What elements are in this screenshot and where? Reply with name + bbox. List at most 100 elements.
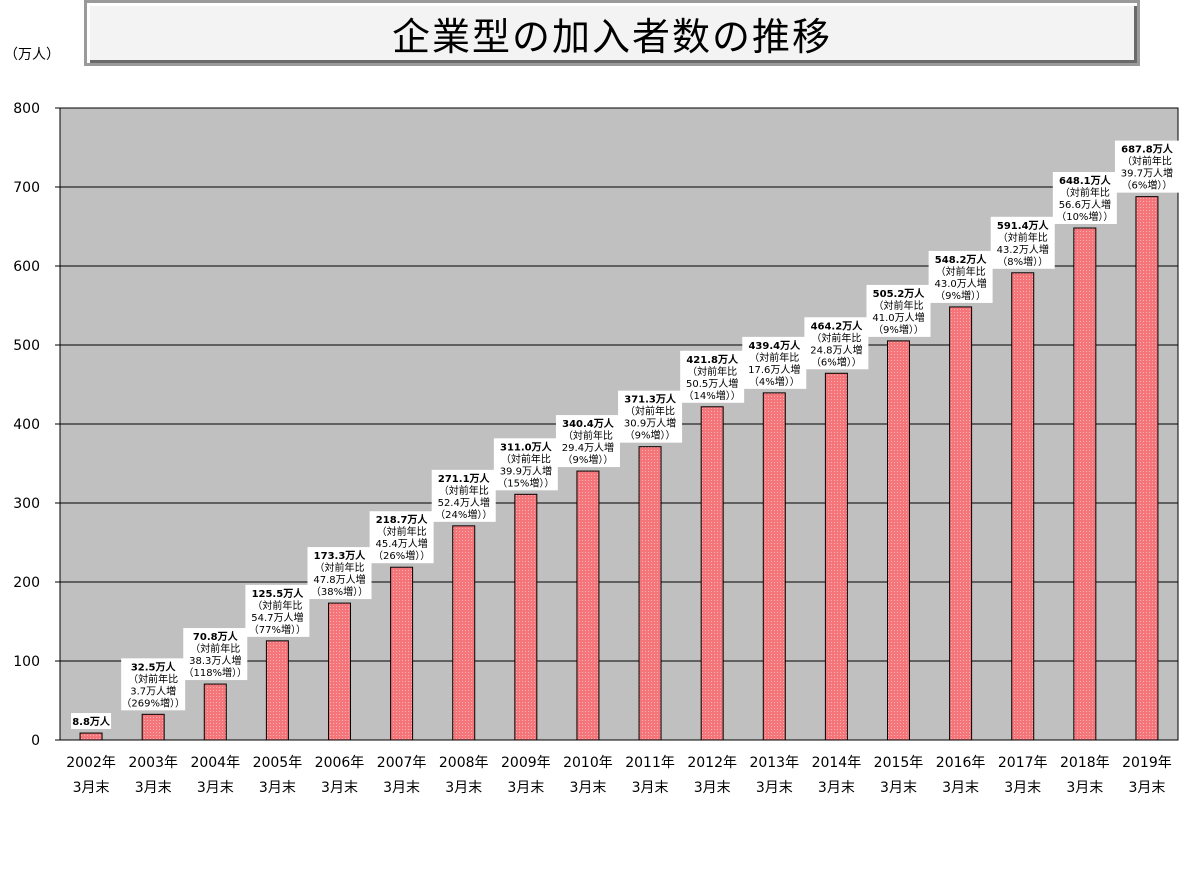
x-tick-label-month: 3月末: [1128, 780, 1165, 796]
x-tick-label-year: 2015年: [874, 755, 924, 771]
data-label: 39.7万人増: [1121, 167, 1173, 180]
y-tick-label: 200: [13, 575, 40, 591]
data-label-box: [618, 390, 683, 443]
data-label-box: [1114, 140, 1179, 193]
data-label: （10%増））: [1056, 210, 1113, 223]
x-tick-label-month: 3月末: [197, 780, 234, 796]
bar: [949, 306, 973, 741]
data-label: （対前年比: [811, 331, 861, 344]
data-label: （9%増））: [625, 429, 676, 442]
x-tick-label-month: 3月末: [569, 780, 606, 796]
data-label: （対前年比: [687, 365, 737, 378]
data-label: 56.6万人増: [1059, 198, 1111, 211]
data-label: （6%増））: [1122, 179, 1173, 192]
x-tick-label-month: 3月末: [818, 780, 855, 796]
data-label: （269%増））: [121, 696, 185, 709]
data-label: 32.5万人: [131, 660, 177, 673]
x-tick-label-year: 2012年: [687, 755, 737, 771]
data-label: 371.3万人: [624, 393, 677, 406]
data-label: （対前年比: [501, 452, 551, 465]
data-label: 50.5万人増: [686, 377, 738, 390]
data-label-box: [866, 284, 931, 337]
data-label: 43.2万人増: [997, 243, 1049, 256]
data-label: 505.2万人: [873, 287, 926, 300]
data-label: （対前年比: [936, 265, 986, 278]
data-label-box: [369, 511, 434, 564]
data-label: 218.7万人: [376, 513, 429, 526]
bar: [887, 340, 910, 741]
data-label: 41.0万人増: [872, 311, 924, 324]
data-label: （14%増））: [684, 389, 741, 402]
data-label-box: [928, 250, 993, 303]
x-tick-label-year: 2003年: [128, 755, 178, 771]
data-label-box: [71, 713, 112, 730]
data-label-box: [680, 350, 745, 403]
data-label: （対前年比: [625, 405, 675, 418]
chart-title: 企業型の加入者数の推移: [391, 14, 832, 59]
bar: [824, 372, 848, 741]
y-tick-label: 800: [13, 101, 40, 117]
bar: [79, 732, 103, 741]
data-label: 464.2万人: [811, 319, 864, 332]
data-label: 548.2万人: [935, 253, 988, 266]
x-tick-label-year: 2014年: [812, 755, 862, 771]
data-label-box: [183, 628, 248, 681]
x-tick-label-year: 2017年: [998, 755, 1048, 771]
x-tick-label-year: 2009年: [501, 755, 551, 771]
data-label: （15%増））: [497, 476, 554, 489]
data-label: （対前年比: [315, 561, 365, 574]
data-label: （対前年比: [1122, 155, 1172, 168]
data-label: （6%増））: [811, 355, 862, 368]
x-tick-label-month: 3月末: [756, 780, 793, 796]
x-tick-label-month: 3月末: [73, 780, 110, 796]
x-tick-label-month: 3月末: [694, 780, 731, 796]
data-label: （9%増））: [563, 453, 614, 466]
data-label: 340.4万人: [562, 417, 615, 430]
x-tick-label-month: 3月末: [321, 780, 358, 796]
data-label: 30.9万人増: [624, 417, 676, 430]
x-tick-label-month: 3月末: [135, 780, 172, 796]
data-label-box: [493, 438, 558, 491]
data-label: 421.8万人: [686, 353, 739, 366]
bar: [762, 392, 786, 741]
data-label: 687.8万人: [1121, 143, 1174, 156]
bar: [141, 713, 165, 741]
data-label: （対前年比: [190, 642, 240, 655]
x-tick-label-year: 2007年: [377, 755, 427, 771]
x-tick-label-month: 3月末: [1066, 780, 1103, 796]
y-tick-label: 700: [13, 180, 40, 196]
bar: [1073, 227, 1097, 741]
data-label: （38%増））: [311, 585, 368, 598]
data-label: （77%増））: [249, 623, 306, 636]
x-tick-label-month: 3月末: [1004, 780, 1041, 796]
bar: [1135, 196, 1159, 741]
x-tick-label-month: 3月末: [942, 780, 979, 796]
x-tick-label-year: 2004年: [190, 755, 240, 771]
data-label: （対前年比: [252, 599, 302, 612]
data-label: 439.4万人: [748, 339, 801, 352]
data-label: （対前年比: [874, 299, 924, 312]
data-label: 43.0万人増: [934, 277, 986, 290]
data-label-box: [121, 658, 186, 711]
data-label: 52.4万人増: [438, 496, 490, 509]
data-label: （対前年比: [128, 672, 178, 685]
bar: [265, 640, 289, 741]
data-label: 591.4万人: [997, 219, 1050, 232]
data-label: 8.8万人: [72, 715, 111, 728]
chart-title-box: 企業型の加入者数の推移: [84, 0, 1140, 66]
y-tick-label: 300: [13, 496, 40, 512]
bar: [700, 406, 724, 741]
data-label-box: [742, 336, 807, 389]
x-tick-label-month: 3月末: [259, 780, 296, 796]
x-tick-label-year: 2019年: [1122, 755, 1172, 771]
data-label-box: [990, 216, 1055, 269]
bar: [203, 683, 227, 741]
data-label: （対前年比: [749, 351, 799, 364]
data-label: （26%増））: [373, 549, 430, 562]
data-label: 125.5万人: [252, 587, 305, 600]
x-tick-label-year: 2016年: [936, 755, 986, 771]
bar: [514, 493, 538, 741]
x-tick-label-month: 3月末: [507, 780, 544, 796]
data-label: 47.8万人増: [313, 573, 365, 586]
